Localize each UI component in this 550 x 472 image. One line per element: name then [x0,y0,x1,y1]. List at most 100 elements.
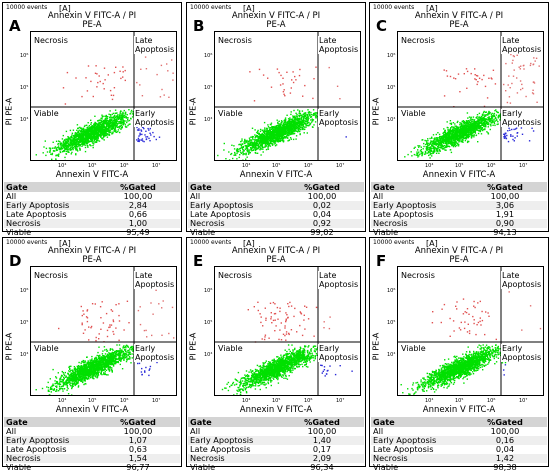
dot-viable [480,126,481,127]
dot-viable [309,115,310,116]
dot-viable [60,144,61,145]
dot-viable [277,141,278,142]
dot-viable [96,123,97,124]
dot-viable [279,126,280,127]
dot-viable [280,130,281,131]
dot-viable [433,153,434,154]
dot-viable [101,129,102,130]
dot-viable [126,126,127,127]
dot-viable [283,125,284,126]
dot-viable [123,115,124,116]
events-count: 10000 events [6,4,47,11]
dot-viable [104,116,105,117]
dot-viable [279,121,280,122]
dot-viable [88,122,89,123]
dot-viable [296,135,297,136]
dot-viable [122,119,123,120]
dot-viable [130,111,131,112]
dot-viable [249,149,250,150]
dot-viable [448,143,449,144]
dot-viable [435,139,436,140]
dot-viable [293,131,294,132]
dot-viable [246,146,247,147]
dot-viable [459,124,460,125]
dot-viable [119,114,120,115]
dot-viable [285,121,286,122]
dot-viable [282,137,283,138]
dot-viable [260,129,261,130]
dot-viable [72,139,73,140]
dot-viable [68,147,69,148]
dot-viable [101,122,102,123]
dot-viable [290,114,291,115]
dot-viable [285,124,286,125]
dot-viable [266,139,267,140]
dot-late-apoptosis [156,74,157,75]
dot-viable [241,140,242,141]
dot-necrosis [299,75,300,76]
dot-viable [303,126,304,127]
dot-viable [289,134,290,135]
dot-viable [494,113,495,114]
dot-late-apoptosis [172,79,173,80]
dot-viable [239,148,240,149]
dot-necrosis [119,71,120,72]
dot-viable [257,135,258,136]
dot-viable [436,153,437,154]
dot-viable [298,122,299,123]
dot-viable [474,121,475,122]
dot-viable [116,132,117,133]
dot-viable [450,128,451,129]
dot-viable [495,118,496,119]
dot-necrosis [95,65,96,66]
dot-viable [301,119,302,120]
dot-viable [267,129,268,130]
dot-viable [65,138,66,139]
dot-viable [89,131,90,132]
dot-viable [131,110,132,111]
dot-viable [457,135,458,136]
dot-viable [440,139,441,140]
dot-viable [308,122,309,123]
dot-viable [242,143,243,144]
dot-viable [70,139,71,140]
dot-viable [252,147,253,148]
dot-necrosis [103,83,104,84]
dot-viable [99,140,100,141]
dot-viable [93,138,94,139]
dot-viable [273,140,274,141]
dot-viable [242,154,243,155]
dot-viable [433,140,434,141]
dot-viable [268,149,269,150]
dot-viable [104,129,105,130]
dot-viable [79,130,80,131]
dot-early-apoptosis [144,134,145,135]
dot-viable [279,141,280,142]
dot-viable [224,143,225,144]
dot-viable [450,123,451,124]
dot-early-apoptosis [150,128,151,129]
events-count: 10000 events [190,4,231,11]
dot-viable [78,144,79,145]
dot-viable [426,150,427,151]
dot-viable [126,122,127,123]
dot-necrosis [271,87,272,88]
dot-viable [108,114,109,115]
dot-viable [453,133,454,134]
dot-viable [101,126,102,127]
dot-viable [114,124,115,125]
dot-viable [115,117,116,118]
dot-necrosis [315,67,316,68]
dot-viable [301,118,302,119]
dot-viable [275,138,276,139]
dot-viable [439,142,440,143]
dot-viable [128,109,129,110]
dot-viable [120,128,121,129]
dot-viable [472,126,473,127]
dot-viable [494,116,495,117]
dot-viable [251,150,252,151]
dot-viable [244,139,245,140]
dot-viable [288,121,289,122]
dot-necrosis [284,95,285,96]
dot-viable [257,143,258,144]
